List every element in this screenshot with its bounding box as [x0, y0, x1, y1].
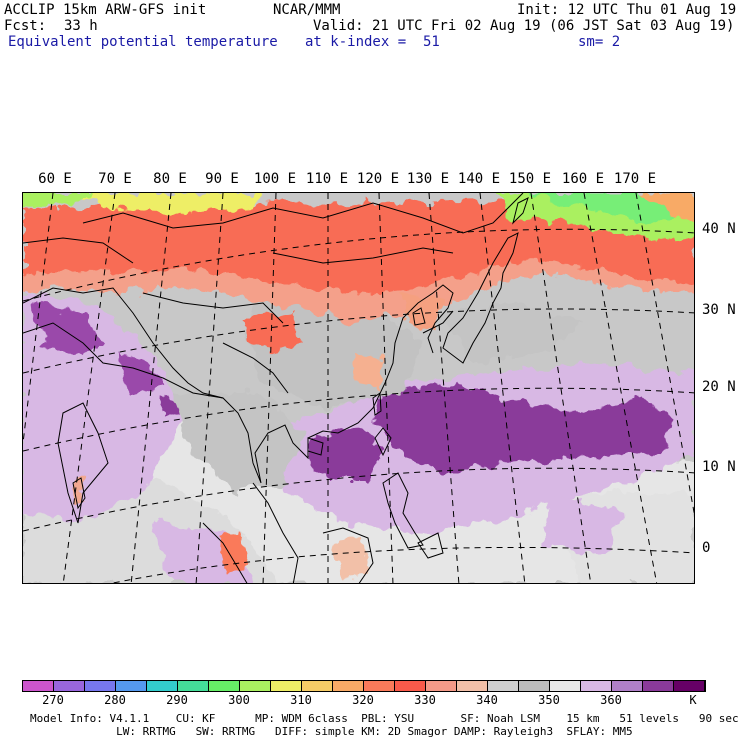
colorbar-swatch [271, 681, 302, 691]
lon-label: 110 E [305, 171, 349, 187]
colorbar-swatch [519, 681, 550, 691]
lon-label: 170 E [613, 171, 657, 187]
fcst-value: 33 h [64, 18, 98, 34]
colorbar-tick-label: 300 [228, 693, 250, 707]
lon-label: 70 E [98, 171, 132, 187]
level-label: at k-index = 51 [305, 34, 440, 50]
colorbar-swatch [333, 681, 364, 691]
lat-label: 10 N [702, 459, 736, 475]
lon-label: 90 E [205, 171, 239, 187]
colorbar-tick-label: 340 [476, 693, 498, 707]
lat-label: 30 N [702, 302, 736, 318]
colorbar-swatch [85, 681, 116, 691]
colorbar-swatch [23, 681, 54, 691]
colorbar-tick-label: 290 [166, 693, 188, 707]
colorbar-swatch [240, 681, 271, 691]
lat-label: 20 N [702, 379, 736, 395]
lon-label: 150 E [508, 171, 552, 187]
lat-label: 40 N [702, 221, 736, 237]
colorbar-swatch [178, 681, 209, 691]
lon-label: 80 E [153, 171, 187, 187]
colorbar-tick-label: 360 [600, 693, 622, 707]
colorbar-swatch [643, 681, 674, 691]
coastlines [23, 193, 529, 583]
colorbar [22, 680, 706, 692]
valid-time: Valid: 21 UTC Fri 02 Aug 19 (06 JST Sat … [313, 18, 735, 34]
lon-label: 140 E [457, 171, 501, 187]
model-title: ACCLIP 15km ARW-GFS init [4, 2, 207, 18]
colorbar-tick-label: 310 [290, 693, 312, 707]
colorbar-swatch [426, 681, 457, 691]
lon-label: 120 E [356, 171, 400, 187]
lon-label: 160 E [561, 171, 605, 187]
colorbar-swatch [364, 681, 395, 691]
colorbar-tick-label: 280 [104, 693, 126, 707]
lon-label: 60 E [38, 171, 72, 187]
model-info-line1: Model Info: V4.1.1 CU: KF MP: WDM 6class… [30, 712, 739, 725]
shaded-field [23, 193, 694, 583]
colorbar-swatch [488, 681, 519, 691]
lat-label: 0 [702, 540, 711, 556]
map-canvas [23, 193, 694, 583]
colorbar-tick-label: 270 [42, 693, 64, 707]
colorbar-swatch [302, 681, 333, 691]
init-time: Init: 12 UTC Thu 01 Aug 19 [517, 2, 737, 18]
model-info-line2: LW: RRTMG SW: RRTMG DIFF: simple KM: 2D … [30, 725, 633, 738]
graticule [23, 193, 694, 583]
colorbar-tick-label: 350 [538, 693, 560, 707]
colorbar-swatch [612, 681, 643, 691]
colorbar-tick-label: 320 [352, 693, 374, 707]
center-label: NCAR/MMM [273, 2, 341, 18]
colorbar-swatch [209, 681, 240, 691]
theta-e-map [22, 192, 695, 584]
colorbar-swatch [147, 681, 178, 691]
field-name: Equivalent potential temperature [8, 34, 278, 50]
colorbar-swatch [581, 681, 612, 691]
colorbar-tick-label: 330 [414, 693, 436, 707]
fcst-label: Fcst: [4, 18, 47, 34]
lon-label: 100 E [253, 171, 297, 187]
colorbar-swatch [457, 681, 488, 691]
colorbar-swatch [674, 681, 705, 691]
colorbar-swatch [395, 681, 426, 691]
lon-label: 130 E [406, 171, 450, 187]
colorbar-swatch [550, 681, 581, 691]
colorbar-swatch [116, 681, 147, 691]
smoothing-label: sm= 2 [578, 34, 621, 50]
colorbar-swatch [54, 681, 85, 691]
colorbar-units: K [689, 693, 697, 707]
